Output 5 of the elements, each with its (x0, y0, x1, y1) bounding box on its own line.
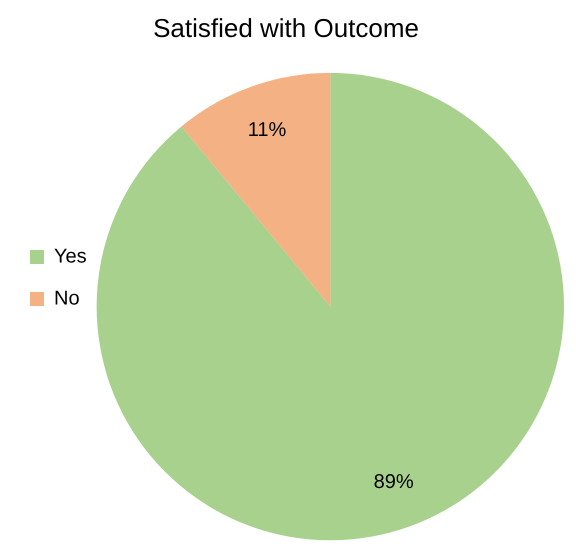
chart-title: Satisfied with Outcome (153, 12, 419, 43)
legend-label: No (54, 288, 80, 310)
legend-label: Yes (54, 246, 87, 268)
data-label: 11% (248, 119, 286, 142)
data-label: 89% (374, 471, 414, 494)
